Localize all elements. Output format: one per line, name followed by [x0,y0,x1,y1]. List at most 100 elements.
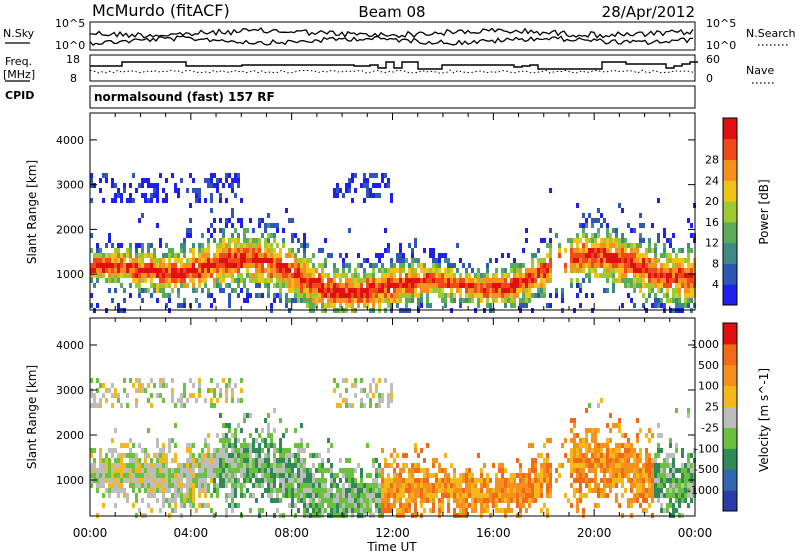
heatmap-cell [219,393,222,398]
heatmap-cell [180,303,183,308]
heatmap-cell [534,268,537,273]
heatmap-cell [210,183,213,188]
heatmap-cell [612,453,615,458]
heatmap-cell [528,493,531,498]
heatmap-cell [117,478,120,483]
heatmap-cell [618,418,621,423]
heatmap-cell [627,453,630,458]
heatmap-cell [408,283,411,288]
heatmap-cell [291,493,294,498]
heatmap-cell [303,248,306,253]
heatmap-cell [612,478,615,483]
heatmap-cell [309,303,312,308]
heatmap-cell [225,243,228,248]
heatmap-cell [414,483,417,488]
heatmap-cell [663,273,666,278]
heatmap-cell [375,473,378,478]
heatmap-cell [129,253,132,258]
heatmap-cell [318,468,321,473]
heatmap-cell [630,498,633,503]
heatmap-cell [618,448,621,453]
heatmap-cell [534,253,537,258]
heatmap-cell [255,428,258,433]
heatmap-cell [687,288,690,293]
heatmap-cell [597,458,600,463]
heatmap-cell [594,238,597,243]
heatmap-cell [657,453,660,458]
heatmap-cell [234,463,237,468]
heatmap-cell [570,418,573,423]
heatmap-cell [651,248,654,253]
heatmap-cell [264,443,267,448]
heatmap-cell [540,273,543,278]
heatmap-cell [150,463,153,468]
heatmap-cell [420,503,423,508]
colorbar-segment [723,263,737,285]
heatmap-cell [345,273,348,278]
heatmap-cell [165,293,168,298]
heatmap-cell [180,263,183,268]
heatmap-cell [330,468,333,473]
heatmap-cell [261,218,264,223]
heatmap-cell [408,278,411,283]
heatmap-cell [126,393,129,398]
heatmap-cell [195,268,198,273]
heatmap-cell [375,488,378,493]
heatmap-cell [528,273,531,278]
heatmap-cell [663,243,666,248]
heatmap-cell [210,508,213,513]
heatmap-cell [372,173,375,178]
colorbar-segment [723,406,737,428]
heatmap-cell [600,248,603,253]
heatmap-cell [615,423,618,428]
heatmap-cell [225,258,228,263]
heatmap-cell [468,493,471,498]
heatmap-cell [258,268,261,273]
heatmap-cell [471,283,474,288]
heatmap-cell [633,288,636,293]
heatmap-cell [333,493,336,498]
heatmap-cell [531,253,534,258]
heatmap-cell [243,413,246,418]
heatmap-cell [540,493,543,498]
heatmap-cell [291,248,294,253]
heatmap-cell [420,483,423,488]
heatmap-cell [480,493,483,498]
heatmap-cell [306,503,309,508]
heatmap-cell [621,473,624,478]
heatmap-cell [228,468,231,473]
heatmap-cell [645,458,648,463]
heatmap-cell [321,263,324,268]
heatmap-cell [300,283,303,288]
heatmap-cell [237,273,240,278]
heatmap-cell [195,458,198,463]
heatmap-cell [630,283,633,288]
heatmap-cell [486,493,489,498]
heatmap-cell [240,398,243,403]
heatmap-cell [573,433,576,438]
heatmap-cell [213,463,216,468]
heatmap-cell [687,463,690,468]
heatmap-cell [588,468,591,473]
heatmap-cell [525,238,528,243]
heatmap-cell [453,273,456,278]
heatmap-cell [339,393,342,398]
heatmap-cell [321,303,324,308]
heatmap-cell [168,258,171,263]
colorbar-segment [723,180,737,202]
heatmap-cell [636,418,639,423]
heatmap-cell [594,438,597,443]
heatmap-cell [507,503,510,508]
heatmap-cell [489,293,492,298]
heatmap-cell [228,463,231,468]
heatmap-cell [228,243,231,248]
heatmap-cell [315,483,318,488]
heatmap-cell [369,278,372,283]
heatmap-cell [222,228,225,233]
heatmap-cell [474,478,477,483]
heatmap-cell [585,453,588,458]
heatmap-cell [336,503,339,508]
heatmap-cell [351,483,354,488]
heatmap-cell [486,278,489,283]
heatmap-cell [249,493,252,498]
